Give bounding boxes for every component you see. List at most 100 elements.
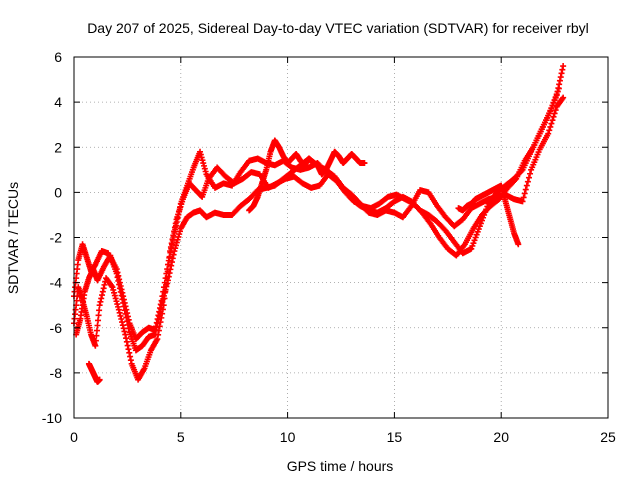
data-point — [122, 310, 129, 317]
data-point — [548, 120, 555, 127]
data-point — [119, 319, 126, 326]
data-point — [560, 63, 567, 70]
data-point — [158, 302, 165, 309]
data-point — [92, 342, 99, 349]
y-axis-label: SDTVAR / TECUs — [5, 182, 21, 294]
data-point — [116, 309, 123, 316]
data-point — [96, 307, 103, 314]
data-point — [549, 117, 556, 124]
data-point — [113, 298, 120, 305]
data-point — [174, 236, 181, 243]
data-point — [123, 314, 130, 321]
data-point — [162, 286, 169, 293]
data-point — [93, 327, 100, 334]
data-point — [165, 273, 172, 280]
data-point — [125, 346, 132, 353]
data-point — [116, 285, 123, 292]
data-point — [169, 255, 176, 262]
y-tick-label: -10 — [42, 410, 62, 426]
series-track-d — [85, 137, 368, 385]
data-point — [125, 325, 132, 332]
data-point — [201, 165, 208, 172]
data-point — [547, 123, 554, 130]
data-point — [474, 228, 481, 235]
data-point — [519, 198, 526, 205]
x-tick-label: 5 — [177, 429, 185, 445]
data-point — [118, 292, 125, 299]
data-point — [115, 303, 122, 310]
data-point — [171, 248, 178, 255]
data-point — [551, 110, 558, 117]
data-point — [119, 296, 126, 303]
data-point — [99, 288, 106, 295]
data-point — [170, 251, 177, 258]
data-point — [476, 223, 483, 230]
data-point — [549, 102, 556, 109]
data-point — [555, 85, 562, 92]
data-point — [197, 148, 204, 155]
data-point — [119, 322, 126, 329]
data-point — [522, 186, 529, 193]
data-point — [556, 77, 563, 84]
data-point — [470, 240, 477, 247]
data-point — [161, 289, 168, 296]
data-point — [124, 342, 131, 349]
data-point — [97, 298, 104, 305]
y-tick-label: 4 — [54, 94, 62, 110]
data-point — [547, 108, 554, 115]
data-point — [95, 317, 102, 324]
data-point — [111, 292, 118, 299]
data-point — [553, 91, 560, 98]
data-point — [520, 194, 527, 201]
data-point — [559, 66, 566, 73]
x-tick-label: 0 — [70, 429, 78, 445]
data-point — [176, 231, 183, 238]
data-point — [560, 94, 567, 101]
data-point — [156, 313, 163, 320]
y-tick-label: -8 — [50, 365, 63, 381]
data-point — [114, 274, 121, 281]
data-point — [96, 376, 103, 383]
data-point — [473, 231, 480, 238]
x-tick-label: 25 — [600, 429, 616, 445]
data-point — [118, 316, 125, 323]
data-point — [93, 332, 100, 339]
y-tick-label: -6 — [50, 320, 63, 336]
data-point — [95, 312, 102, 319]
data-point — [468, 245, 475, 252]
data-point — [101, 281, 108, 288]
data-point — [551, 96, 558, 103]
data-point — [109, 284, 116, 291]
data-point — [198, 154, 205, 161]
data-point — [523, 182, 530, 189]
data-point — [92, 337, 99, 344]
data-point — [172, 245, 179, 252]
data-point — [171, 228, 178, 235]
data-point — [100, 285, 107, 292]
data-point — [167, 244, 174, 251]
data-point — [115, 306, 122, 313]
data-point — [164, 277, 171, 284]
data-point — [167, 266, 174, 273]
data-point — [120, 325, 127, 332]
data-point — [475, 226, 482, 233]
data-point — [156, 309, 163, 316]
x-tick-label: 10 — [280, 429, 296, 445]
data-point — [197, 151, 204, 158]
data-point — [171, 224, 178, 231]
data-point — [166, 270, 173, 277]
data-point — [114, 301, 121, 308]
series-track-e — [455, 182, 522, 248]
data-point — [557, 74, 564, 81]
data-point — [163, 283, 170, 290]
gridlines — [74, 57, 608, 418]
data-point — [559, 95, 566, 102]
y-tick-label: 2 — [54, 139, 62, 155]
data-points — [71, 63, 567, 385]
data-point — [111, 289, 118, 296]
data-point — [471, 237, 478, 244]
x-tick-label: 15 — [387, 429, 403, 445]
data-point — [117, 312, 124, 319]
data-point — [123, 338, 130, 345]
